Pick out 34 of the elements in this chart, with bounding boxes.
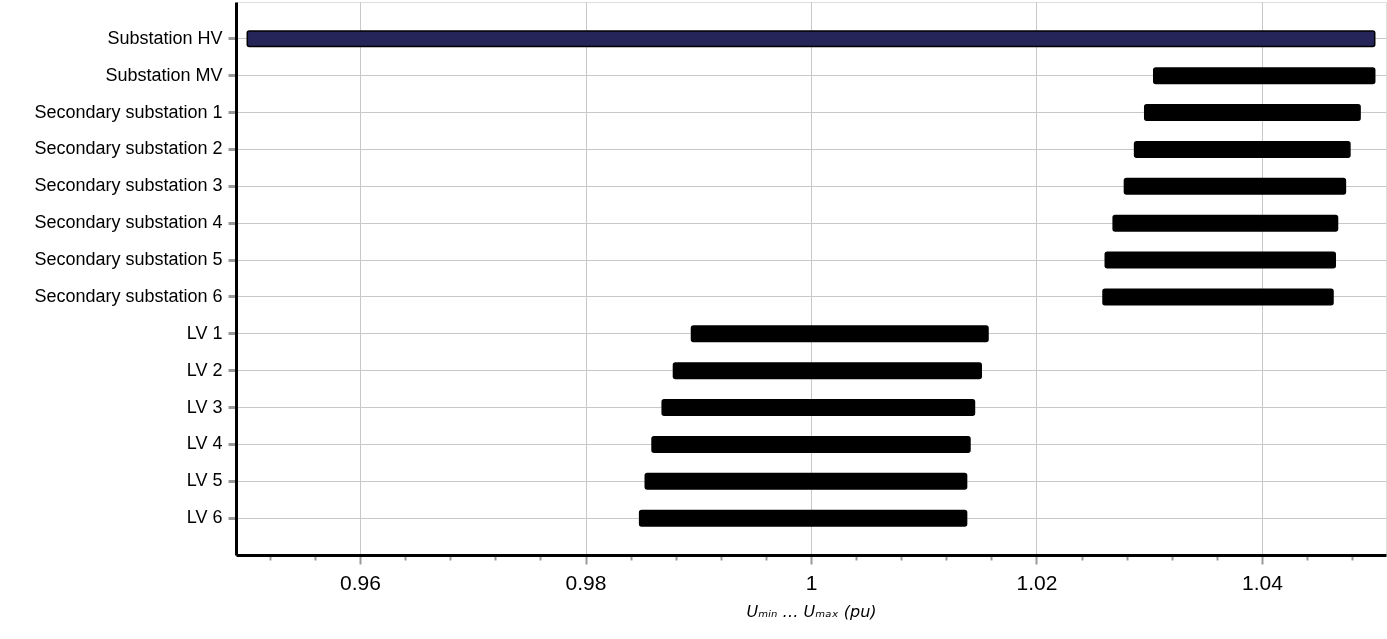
y-tick-label: Secondary substation 1	[34, 101, 223, 122]
bar	[1112, 214, 1339, 232]
y-tick-label: Substation HV	[107, 27, 223, 48]
y-tick-label: LV 2	[186, 359, 223, 380]
y-tick-label: Substation MV	[105, 64, 223, 85]
x-axis-title: Uₘᵢₙ … Uₘₐₓ (pu)	[746, 601, 877, 621]
bar	[651, 435, 971, 453]
y-tick-label: Secondary substation 3	[34, 175, 223, 196]
y-tick-label: LV 5	[186, 470, 223, 491]
y-tick-label: LV 4	[186, 433, 223, 454]
bar	[1133, 140, 1351, 158]
x-tick-label: 1.02	[1016, 570, 1058, 594]
bar	[1143, 104, 1361, 122]
bar	[246, 30, 1376, 48]
y-tick-label: LV 1	[186, 322, 223, 343]
bar	[644, 472, 968, 490]
bar	[661, 399, 976, 417]
bar	[1123, 177, 1347, 195]
y-tick-label: Secondary substation 4	[34, 212, 223, 233]
bar	[1102, 288, 1334, 306]
y-tick-label: Secondary substation 6	[34, 285, 223, 306]
bar	[1153, 67, 1376, 85]
bar	[690, 325, 989, 343]
y-tick-label: LV 6	[186, 507, 223, 528]
y-tick-label: Secondary substation 2	[34, 138, 223, 159]
bar	[1104, 251, 1337, 269]
x-tick-label: 0.96	[340, 570, 381, 594]
x-tick-label: 1.04	[1242, 570, 1284, 594]
bar	[672, 362, 982, 380]
y-tick-label: Secondary substation 5	[34, 249, 223, 270]
x-tick-label: 1	[805, 570, 818, 594]
bar	[638, 509, 968, 527]
y-tick-label: LV 3	[186, 396, 223, 417]
x-tick-label: 0.98	[565, 570, 607, 594]
